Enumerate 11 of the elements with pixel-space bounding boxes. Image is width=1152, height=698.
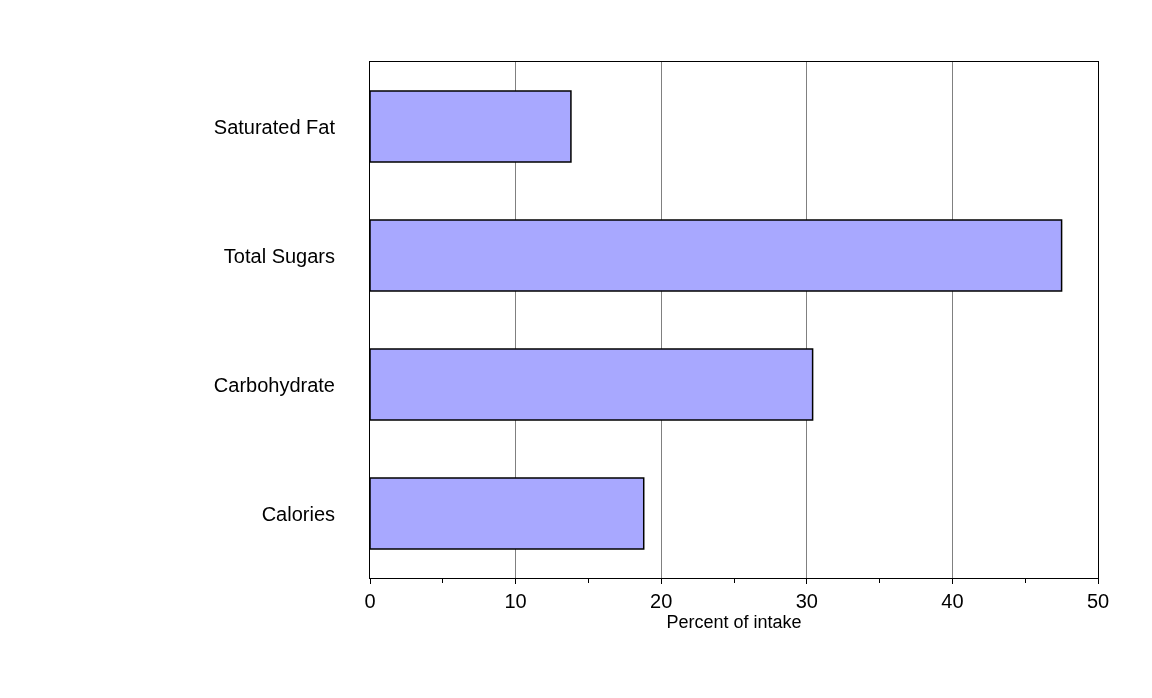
x-tick-label: 50 [1086,590,1110,612]
x-tick-label: 0 [364,590,376,612]
x-axis-title: Percent of intake [666,612,802,633]
y-tick-label: Saturated Fat [213,115,336,138]
x-tick-label: 10 [504,590,527,612]
y-tick-label: Total Sugars [223,244,335,267]
x-tick-label: 20 [650,590,673,612]
x-tick-label: 40 [941,590,964,612]
x-tick-label: 30 [795,590,818,612]
y-tick-label: Calories [261,502,335,525]
y-tick-label: Carbohydrate [213,373,335,396]
